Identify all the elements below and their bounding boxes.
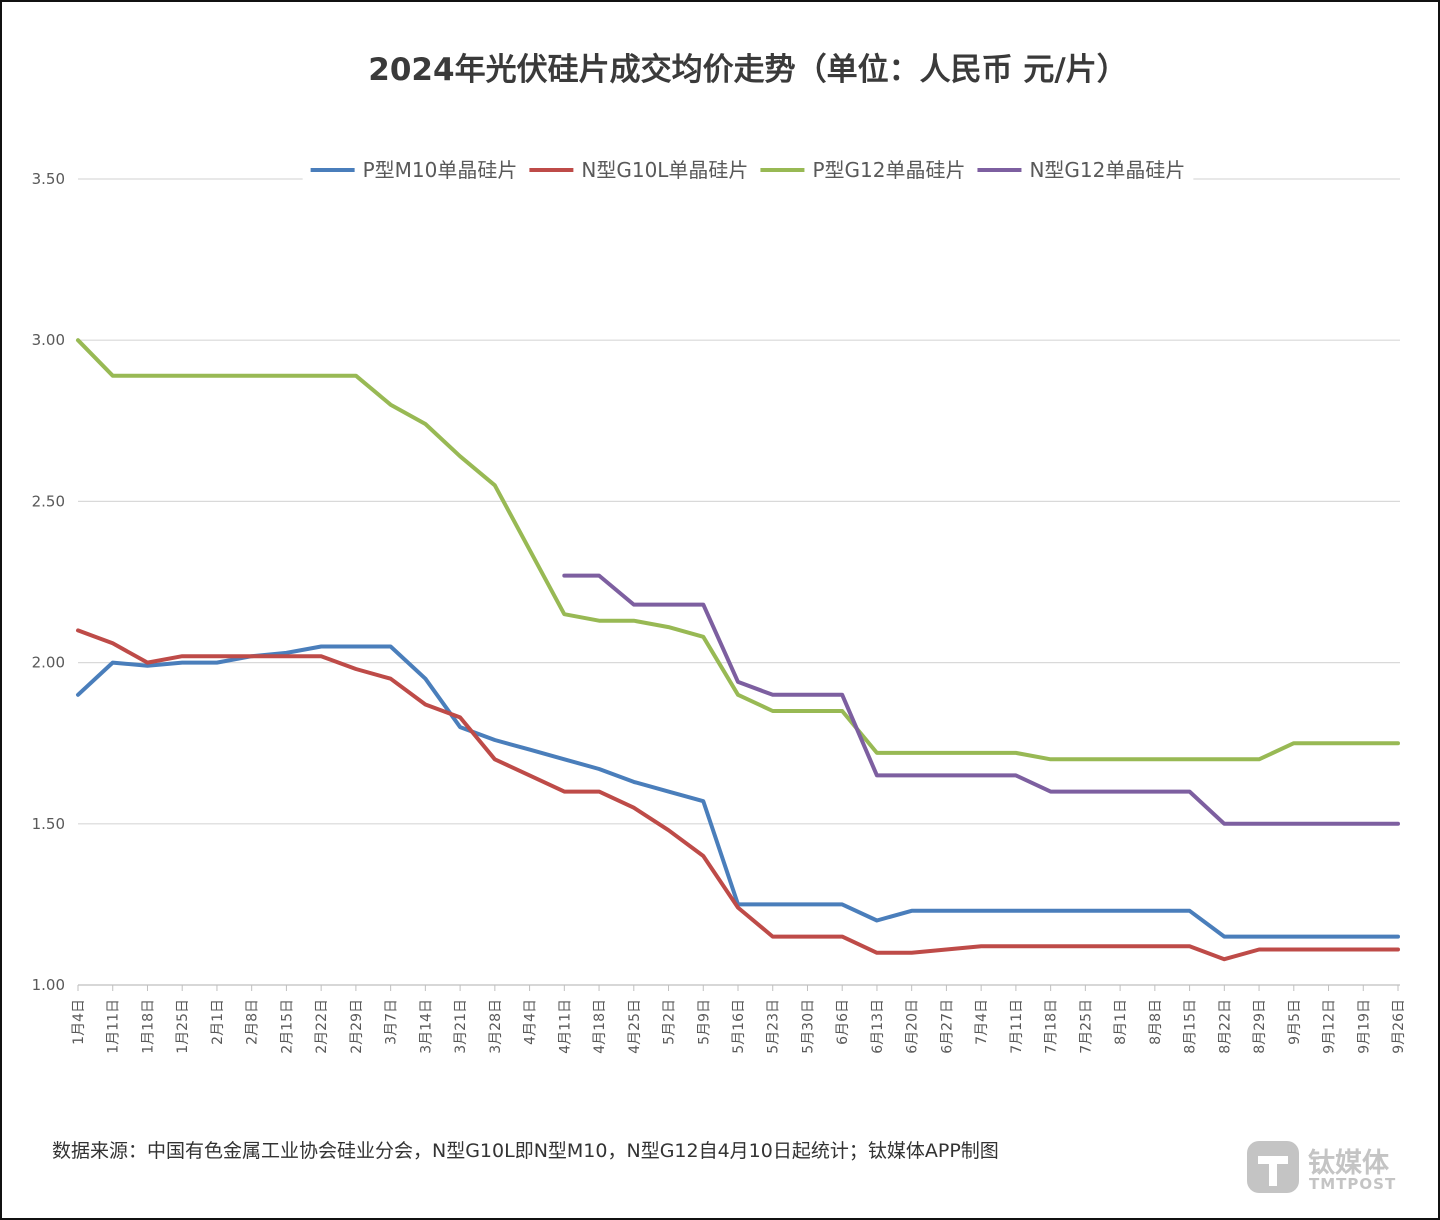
- series-lines: [76, 338, 1400, 962]
- x-tick-label: 6月20日: [905, 999, 921, 1054]
- y-axis-ticks: 1.00 1.50 2.00 2.50 3.00 3.50: [32, 170, 65, 994]
- x-tick-label: 3月21日: [453, 999, 469, 1054]
- watermark-cn: 钛媒体: [1308, 1147, 1390, 1179]
- legend-label: P型G12单晶硅片: [812, 158, 965, 182]
- x-tick-label: 3月14日: [418, 999, 434, 1054]
- x-tick-label: 6月6日: [835, 999, 851, 1045]
- legend-label: P型M10单晶硅片: [363, 158, 518, 182]
- y-tick-label: 1.00: [32, 976, 65, 994]
- x-tick-label: 8月29日: [1252, 999, 1268, 1054]
- x-tick-label: 1月4日: [71, 999, 87, 1045]
- x-tick-label: 1月18日: [140, 999, 156, 1054]
- x-tick-label: 1月25日: [175, 999, 191, 1054]
- x-tick-label: 5月9日: [696, 999, 712, 1045]
- x-tick-label: 4月25日: [627, 999, 643, 1054]
- x-tick-label: 5月23日: [766, 999, 782, 1054]
- chart-title: 2024年光伏硅片成交均价走势（单位：人民币 元/片）: [368, 52, 1127, 88]
- legend-item: P型G12单晶硅片: [760, 158, 965, 182]
- legend-item: N型G12单晶硅片: [977, 158, 1185, 182]
- series-line: [562, 573, 1400, 826]
- x-tick-label: 4月11日: [557, 999, 573, 1054]
- y-tick-label: 2.50: [32, 492, 65, 510]
- legend-background: [302, 154, 1194, 186]
- x-tick-label: 6月13日: [870, 999, 886, 1054]
- x-tick-label: 7月4日: [974, 999, 990, 1045]
- x-tick-label: 2月1日: [210, 999, 226, 1045]
- x-tick-label: 2月22日: [314, 999, 330, 1054]
- x-tick-label: 7月25日: [1078, 999, 1094, 1054]
- x-tick-label: 8月22日: [1217, 999, 1233, 1054]
- legend: P型M10单晶硅片 N型G10L单晶硅片 P型G12单晶硅片 N型G12单晶硅片: [302, 154, 1194, 186]
- x-tick-label: 6月27日: [939, 999, 955, 1054]
- x-tick-label: 9月26日: [1391, 999, 1407, 1054]
- x-tick-label: 3月7日: [384, 999, 400, 1045]
- x-tick-label: 1月11日: [106, 999, 122, 1054]
- x-tick-label: 9月12日: [1322, 999, 1338, 1054]
- series-line: [76, 644, 1400, 939]
- y-tick-label: 3.00: [32, 331, 65, 349]
- watermark: 钛媒体 TMTPOST: [1247, 1141, 1396, 1193]
- series-line: [76, 338, 1400, 762]
- x-tick-label: 2月29日: [349, 999, 365, 1054]
- y-tick-label: 2.00: [32, 654, 65, 672]
- x-tick-label: 7月11日: [1009, 999, 1025, 1054]
- x-tick-label: 2月8日: [245, 999, 261, 1045]
- x-tick-label: 7月18日: [1044, 999, 1060, 1054]
- x-axis-ticks: 1月4日 1月11日 1月18日 1月25日 2月1日 2月8日 2月15日 2月22日 2月2…: [71, 985, 1407, 1054]
- gridlines: [78, 178, 1400, 986]
- x-tick-label: 9月19日: [1356, 999, 1372, 1054]
- legend-item: P型M10单晶硅片: [310, 158, 518, 182]
- x-tick-label: 4月4日: [523, 999, 539, 1045]
- watermark-en: TMTPOST: [1309, 1175, 1396, 1193]
- x-tick-label: 5月30日: [800, 999, 816, 1054]
- x-tick-label: 3月28日: [488, 999, 504, 1054]
- legend-label: N型G10L单晶硅片: [581, 158, 748, 182]
- x-tick-label: 5月2日: [662, 999, 678, 1045]
- legend-label: N型G12单晶硅片: [1029, 158, 1185, 182]
- x-tick-label: 8月8日: [1148, 999, 1164, 1045]
- source-note: 数据来源：中国有色金属工业协会硅业分会，N型G10L即N型M10，N型G12自4…: [52, 1140, 999, 1162]
- legend-item: N型G10L单晶硅片: [529, 158, 748, 182]
- x-tick-label: 8月1日: [1113, 999, 1129, 1045]
- y-tick-label: 1.50: [32, 815, 65, 833]
- x-tick-label: 9月5日: [1287, 999, 1303, 1045]
- y-tick-label: 3.50: [32, 170, 65, 188]
- x-tick-label: 8月15日: [1183, 999, 1199, 1054]
- x-tick-label: 4月18日: [592, 999, 608, 1054]
- x-tick-label: 5月16日: [731, 999, 747, 1054]
- series-line: [76, 628, 1400, 962]
- x-tick-label: 2月15日: [279, 999, 295, 1054]
- watermark-logo-t-glyph: [1258, 1156, 1288, 1186]
